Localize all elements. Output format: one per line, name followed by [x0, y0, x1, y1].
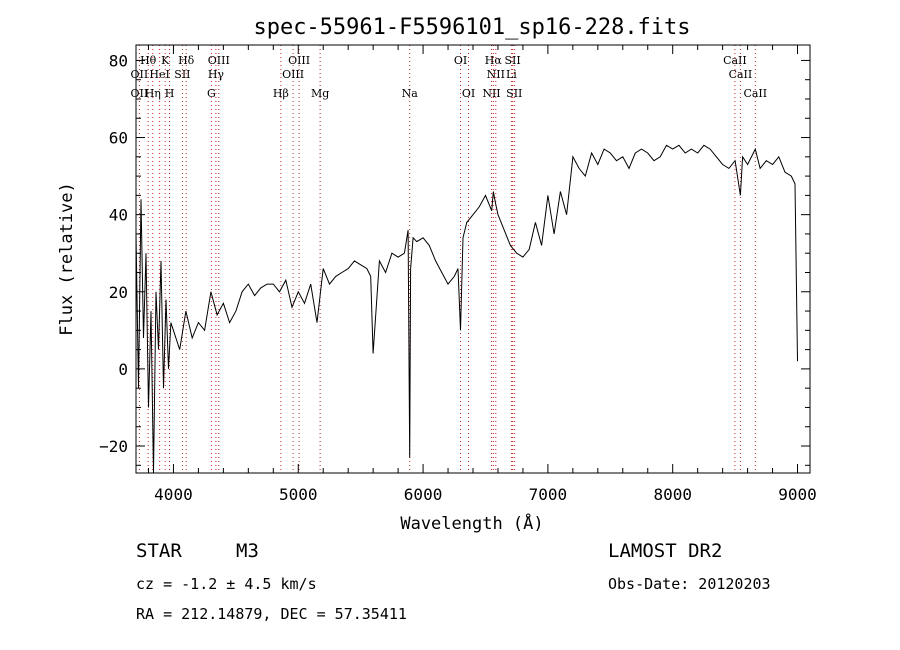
line-label: CaII — [723, 54, 747, 67]
line-label: CaII — [743, 87, 767, 100]
line-label: OII — [131, 68, 149, 81]
x-axis-label: Wavelength (Å) — [400, 512, 543, 534]
line-label: NII — [487, 68, 505, 81]
line-label: OIII — [288, 54, 310, 67]
spectrum-line — [135, 144, 798, 474]
plot-frame — [135, 44, 811, 474]
line-label: Na — [402, 87, 419, 100]
line-label: H — [165, 87, 175, 100]
emission-line-markers — [138, 45, 756, 473]
line-label: CaII — [729, 68, 753, 81]
survey-name: LAMOST DR2 — [608, 540, 723, 562]
x-tick-label: 4000 — [154, 485, 193, 504]
line-label: K — [161, 54, 170, 67]
y-tick-label: 20 — [109, 283, 128, 302]
redshift-velocity: cz = -1.2 ± 4.5 km/s — [136, 575, 317, 593]
y-axis-label: Flux (relative) — [57, 182, 77, 336]
x-tick-label: 8000 — [653, 485, 692, 504]
line-label: HeI — [149, 68, 169, 81]
object-subclass: M3 — [236, 540, 259, 562]
line-label: SII — [504, 54, 520, 67]
x-tick-label: 5000 — [279, 485, 318, 504]
coordinates: RA = 212.14879, DEC = 57.35411 — [136, 605, 407, 623]
line-label: OI — [462, 87, 475, 100]
y-tick-label: 80 — [109, 51, 128, 70]
line-label: OIII — [208, 54, 230, 67]
x-tick-label: 6000 — [404, 485, 443, 504]
line-label: Hθ — [140, 54, 157, 67]
y-tick-label: −20 — [99, 437, 128, 456]
x-tick-label: 9000 — [778, 485, 817, 504]
observation-date: Obs-Date: 20120203 — [608, 575, 771, 593]
line-label: Hη — [145, 87, 161, 100]
line-label: Li — [506, 68, 517, 81]
line-label: NII — [482, 87, 500, 100]
chart-title: spec-55961-F5596101_sp16-228.fits — [253, 15, 690, 40]
line-label: Hα — [485, 54, 503, 67]
line-label: Hδ — [178, 54, 195, 67]
y-tick-label: 0 — [118, 360, 128, 379]
line-label: G — [207, 87, 216, 100]
x-tick-label: 7000 — [529, 485, 568, 504]
line-label: OIII — [282, 68, 304, 81]
y-tick-label: 60 — [109, 129, 128, 148]
line-label: OI — [454, 54, 467, 67]
line-label: Hβ — [273, 87, 289, 100]
line-label: Mg — [311, 87, 329, 100]
spectrum-series — [135, 144, 798, 474]
line-label: SII — [506, 87, 522, 100]
object-class: STAR — [136, 540, 182, 562]
line-label: SII — [174, 68, 190, 81]
y-tick-label: 40 — [109, 206, 128, 225]
axes: 4000 5000 6000 7000 8000 9000 −20 0 20 40 60 80 — [99, 45, 817, 504]
line-label: Hγ — [208, 68, 225, 81]
line-label: OII — [131, 87, 149, 100]
